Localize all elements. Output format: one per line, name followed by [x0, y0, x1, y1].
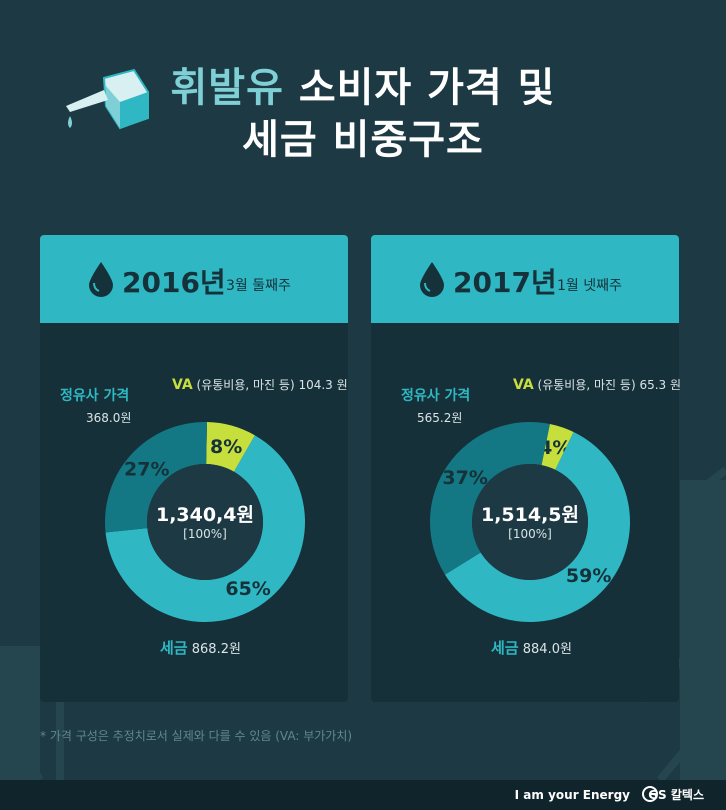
va-amount: 65.3 원	[639, 378, 682, 392]
footnote: * 가격 구성은 추정치로서 실제와 다를 수 있음 (VA: 부가가치)	[40, 729, 353, 743]
slice-va	[541, 423, 574, 470]
oil-can-icon	[66, 68, 149, 130]
slice-label-company: 37%	[442, 467, 487, 489]
company-amount: 565.2원	[417, 411, 463, 425]
slice-tax	[105, 435, 305, 622]
title-accent: 휘발유	[170, 65, 284, 111]
center-total-pct: [100%]	[508, 527, 552, 541]
slice-tax	[444, 432, 630, 622]
center-total-pct: [100%]	[183, 527, 227, 541]
donut-chart-2017: 4%59%37%	[430, 422, 630, 622]
title-line-2: 세금 비중구조	[242, 117, 484, 163]
card-header: 2017년 1월 넷째주	[371, 235, 679, 323]
slice-label-va: 8%	[210, 436, 242, 458]
card-period: 3월 둘째주	[226, 278, 291, 294]
va-note: (유통비용, 마진 등)	[533, 378, 640, 392]
slice-company	[430, 422, 550, 575]
va-note: (유통비용, 마진 등)	[192, 378, 299, 392]
brand-slogan: I am your Energy	[514, 788, 630, 802]
card-year: 2016년	[122, 266, 226, 299]
oil-drop-icon	[420, 262, 444, 297]
brand-logo: GS 칼텍스	[648, 788, 704, 802]
tax-amount: 868.2원	[191, 642, 241, 657]
gs-logo-icon	[642, 786, 658, 802]
company-label: 정유사 가격	[401, 388, 471, 404]
tax-amount: 884.0원	[522, 642, 572, 657]
donut-hole	[472, 464, 588, 580]
donut-chart-2016: 8% 65% 27%	[105, 422, 305, 622]
page-title: 휘발유 소비자 가격 및 세금 비중구조	[0, 62, 726, 166]
oil-drop-icon	[89, 262, 113, 297]
company-amount: 368.0원	[86, 411, 132, 425]
donut-hole	[147, 464, 263, 580]
center-total: 1,514,5원	[480, 504, 580, 526]
slice-label-company: 27%	[124, 459, 169, 481]
va-key: VA	[172, 377, 193, 393]
tax-key: 세금	[491, 639, 519, 657]
va-amount: 104.3 원	[298, 378, 348, 392]
card-header: 2016년 3월 둘째주	[40, 235, 348, 323]
center-total: 1,340,4원	[155, 504, 255, 526]
va-label: VA (유통비용, 마진 등) 65.3 원	[513, 376, 681, 393]
tax-key: 세금	[160, 639, 188, 657]
slice-label-tax: 59%	[566, 565, 611, 587]
tax-label: 세금 868.2원	[160, 637, 241, 658]
brand-bar	[0, 780, 726, 810]
card-year: 2017년	[453, 266, 557, 299]
title-line-1: 휘발유 소비자 가격 및	[0, 62, 726, 114]
slice-label-tax: 65%	[225, 578, 270, 600]
company-label: 정유사 가격	[60, 388, 130, 404]
slice-va	[206, 422, 255, 472]
chart-card-2016: 2016년 3월 둘째주 정유사 가격 368.0원 VA (유통비용, 마진 …	[40, 235, 348, 702]
va-key: VA	[513, 377, 534, 393]
tax-label: 세금 884.0원	[491, 637, 572, 658]
va-label: VA (유통비용, 마진 등) 104.3 원	[172, 376, 348, 393]
title-rest: 소비자 가격 및	[283, 65, 556, 111]
chart-card-2017: 2017년 1월 넷째주 정유사 가격 565.2원 VA (유통비용, 마진 …	[371, 235, 681, 702]
card-period: 1월 넷째주	[557, 278, 622, 294]
slice-company	[105, 422, 207, 533]
